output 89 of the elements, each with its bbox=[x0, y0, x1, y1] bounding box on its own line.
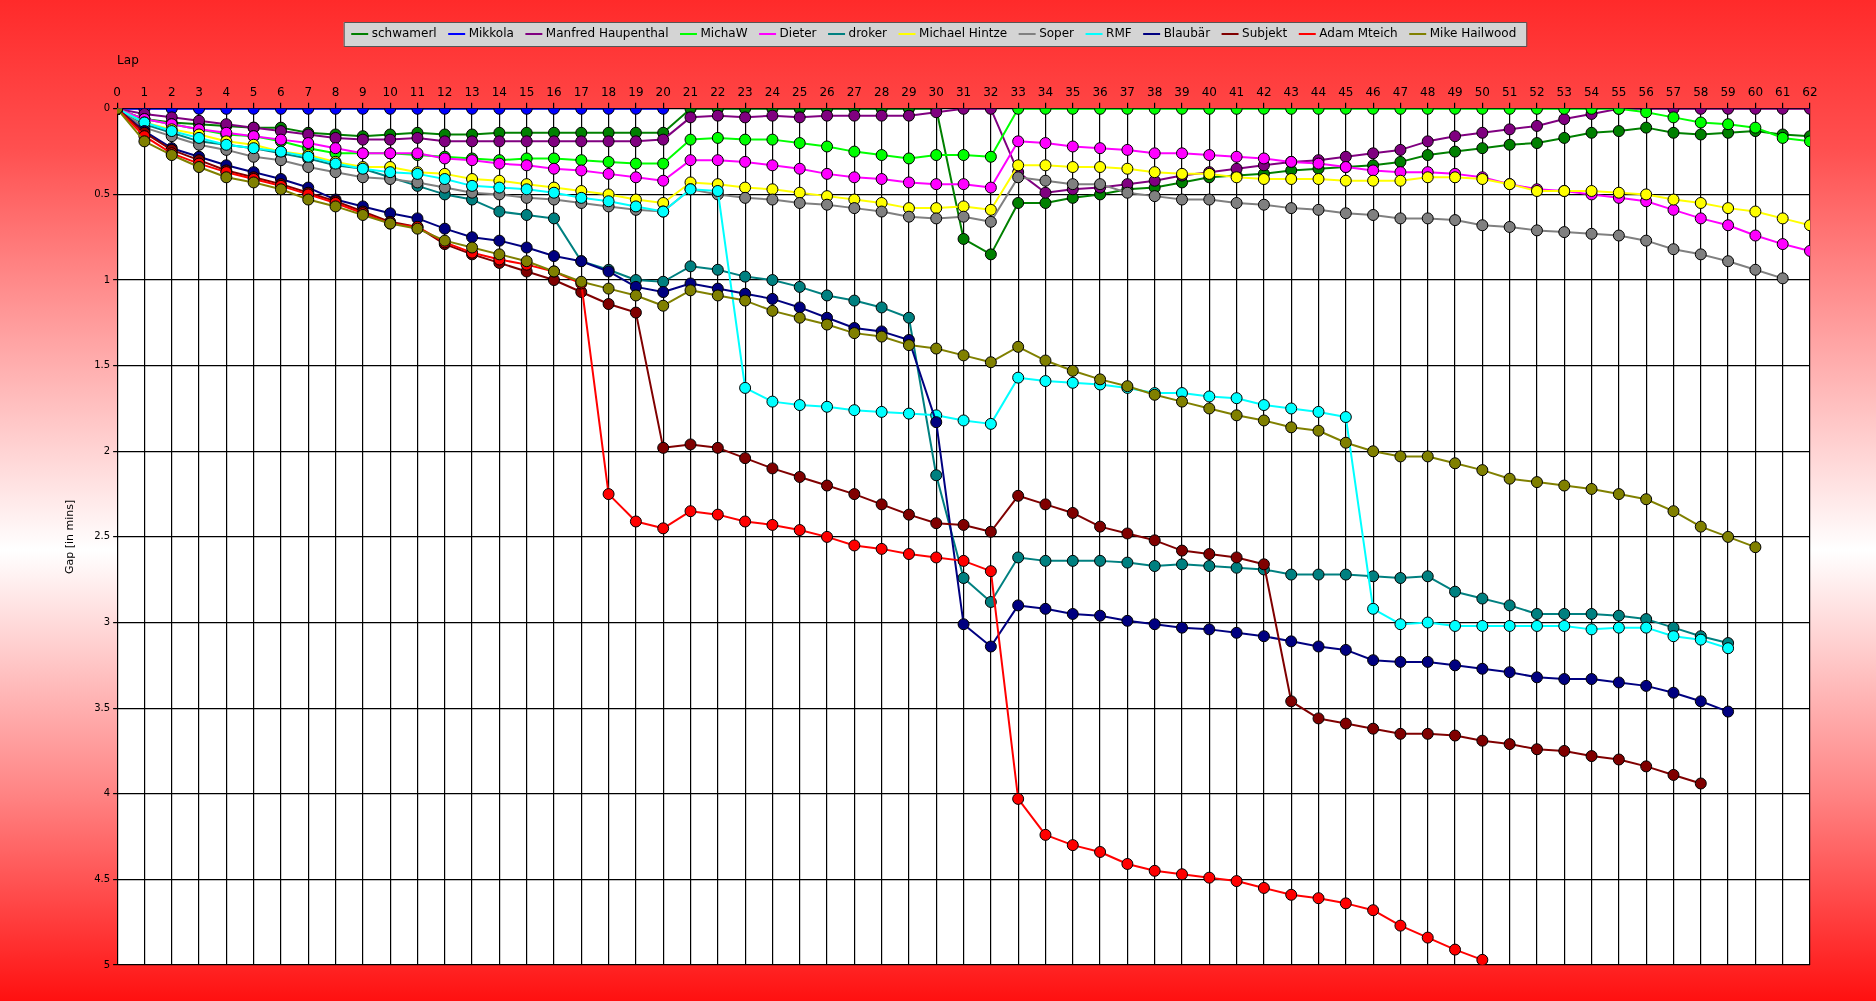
x-tick-label: 30 bbox=[928, 84, 944, 99]
y-tick-label: 4 bbox=[103, 787, 111, 799]
x-tick-label: 21 bbox=[682, 84, 699, 99]
x-tick-label: 29 bbox=[901, 84, 917, 99]
x-tick-label: 38 bbox=[1147, 84, 1163, 99]
x-tick-label: 36 bbox=[1092, 84, 1108, 99]
x-tick-label: 58 bbox=[1693, 84, 1709, 99]
x-tick-label: 52 bbox=[1529, 84, 1545, 99]
y-tick-label: 4.5 bbox=[94, 872, 111, 884]
y-tick-label: 0.5 bbox=[94, 188, 111, 200]
x-tick-label: 23 bbox=[737, 84, 753, 99]
x-tick-label: 31 bbox=[955, 84, 972, 99]
x-tick-label: 59 bbox=[1720, 84, 1736, 99]
x-tick-label: 12 bbox=[437, 84, 453, 99]
x-tick-label: 0 bbox=[113, 84, 121, 99]
y-tick-label: 5 bbox=[103, 958, 111, 970]
x-tick-label: 16 bbox=[546, 84, 562, 99]
x-tick-label: 61 bbox=[1775, 84, 1791, 99]
legend-label: Adam Mteich bbox=[1319, 26, 1398, 41]
x-tick-label: 43 bbox=[1283, 84, 1299, 99]
x-tick-label: 9 bbox=[359, 84, 367, 99]
y-tick-label: 1.5 bbox=[94, 359, 111, 371]
x-tick-label: 34 bbox=[1037, 84, 1054, 99]
x-tick-label: 55 bbox=[1611, 84, 1627, 99]
y-tick-label: 0 bbox=[103, 102, 111, 114]
x-tick-label: 33 bbox=[1010, 84, 1026, 99]
x-tick-label: 20 bbox=[655, 84, 671, 99]
legend-label: Mike Hailwood bbox=[1429, 26, 1517, 41]
x-tick-label: 8 bbox=[331, 84, 340, 99]
x-tick-label: 19 bbox=[628, 84, 644, 99]
x-tick-label: 44 bbox=[1310, 84, 1327, 99]
legend-label: Manfred Haupenthal bbox=[545, 26, 669, 41]
y-axis-title: Gap [in mins] bbox=[63, 499, 77, 575]
x-tick-label: 13 bbox=[464, 84, 480, 99]
x-axis-title: Lap bbox=[117, 53, 139, 68]
x-tick-label: 39 bbox=[1174, 84, 1190, 99]
x-tick-label: 54 bbox=[1583, 84, 1600, 99]
legend-label: Subjekt bbox=[1242, 26, 1288, 41]
legend-label: Mikkola bbox=[468, 26, 514, 41]
legend-label: MichaW bbox=[700, 26, 748, 41]
x-tick-label: 57 bbox=[1665, 84, 1682, 99]
x-tick-label: 62 bbox=[1802, 84, 1818, 99]
x-tick-label: 56 bbox=[1638, 84, 1654, 99]
x-tick-label: 3 bbox=[195, 84, 203, 99]
x-tick-label: 41 bbox=[1228, 84, 1245, 99]
x-tick-label: 53 bbox=[1556, 84, 1572, 99]
x-tick-label: 5 bbox=[249, 84, 258, 99]
legend-label: Blaubär bbox=[1163, 26, 1211, 41]
x-tick-label: 6 bbox=[277, 84, 285, 99]
x-tick-label: 27 bbox=[846, 84, 862, 99]
legend-label: Soper bbox=[1039, 26, 1075, 41]
x-tick-label: 42 bbox=[1256, 84, 1272, 99]
x-tick-label: 37 bbox=[1119, 84, 1136, 99]
x-tick-label: 26 bbox=[819, 84, 835, 99]
x-tick-label: 46 bbox=[1365, 84, 1381, 99]
x-tick-label: 15 bbox=[519, 84, 535, 99]
x-tick-label: 4 bbox=[222, 84, 231, 99]
x-tick-label: 45 bbox=[1338, 84, 1354, 99]
x-tick-label: 48 bbox=[1420, 84, 1436, 99]
x-tick-label: 18 bbox=[600, 84, 617, 99]
x-tick-label: 47 bbox=[1392, 84, 1409, 99]
x-tick-label: 11 bbox=[409, 84, 426, 99]
x-tick-label: 49 bbox=[1447, 84, 1463, 99]
legend-label: droker bbox=[848, 26, 888, 41]
y-tick-label: 3 bbox=[103, 616, 111, 628]
x-tick-label: 7 bbox=[304, 84, 313, 99]
x-tick-label: 60 bbox=[1747, 84, 1764, 99]
x-tick-label: 40 bbox=[1201, 84, 1217, 99]
x-tick-label: 35 bbox=[1065, 84, 1081, 99]
x-tick-label: 14 bbox=[491, 84, 508, 99]
y-tick-label: 1 bbox=[103, 273, 111, 285]
x-tick-label: 17 bbox=[573, 84, 589, 99]
legend-label: RMF bbox=[1106, 26, 1132, 41]
x-tick-label: 25 bbox=[792, 84, 808, 99]
x-tick-label: 2 bbox=[167, 84, 176, 99]
x-tick-label: 24 bbox=[764, 84, 781, 99]
y-tick-label: 2 bbox=[103, 444, 111, 456]
legend-label: Michael Hintze bbox=[919, 26, 1008, 41]
y-tick-label: 2.5 bbox=[94, 530, 111, 542]
x-tick-label: 50 bbox=[1474, 84, 1490, 99]
legend-label: Dieter bbox=[779, 26, 817, 41]
x-tick-label: 1 bbox=[140, 84, 149, 99]
y-tick-label: 3.5 bbox=[94, 701, 111, 713]
x-tick-label: 22 bbox=[710, 84, 726, 99]
x-tick-label: 51 bbox=[1502, 84, 1518, 99]
legend-label: schwamerl bbox=[371, 26, 437, 41]
x-tick-label: 32 bbox=[983, 84, 999, 99]
x-tick-label: 28 bbox=[874, 84, 890, 99]
x-tick-label: 10 bbox=[382, 84, 398, 99]
